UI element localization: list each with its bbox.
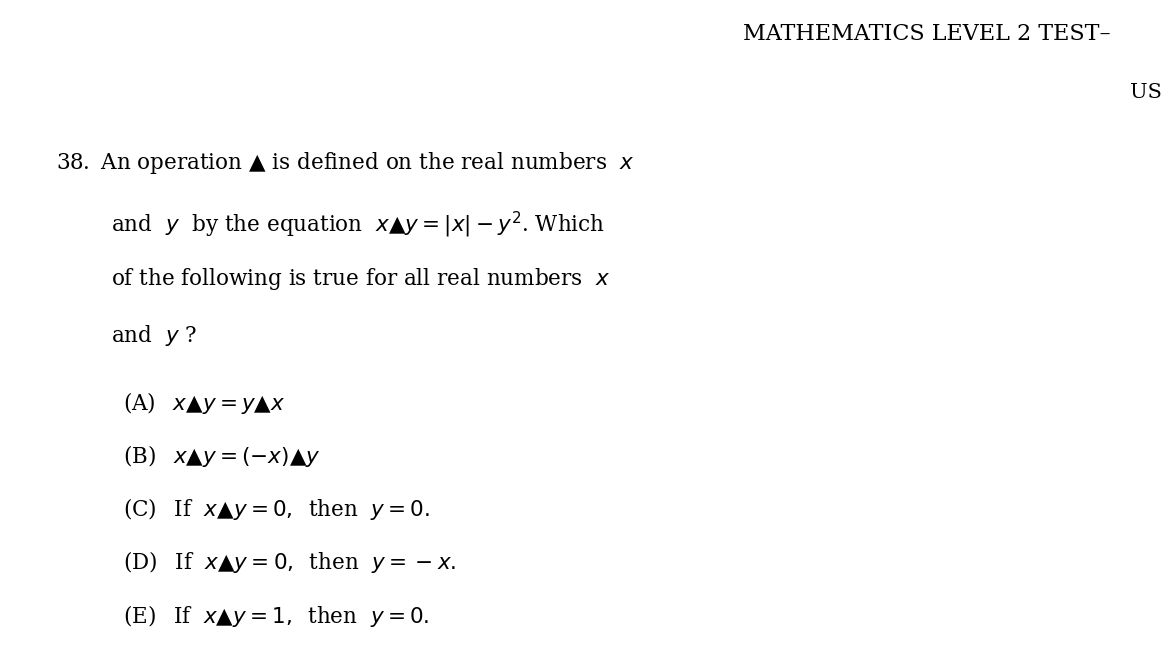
Text: (A)  $x$▲$y = y$▲$x$: (A) $x$▲$y = y$▲$x$ bbox=[123, 390, 285, 416]
Text: (D)  If  $x$▲$y = 0,$  then  $y = -x.$: (D) If $x$▲$y = 0,$ then $y = -x.$ bbox=[123, 549, 456, 575]
Text: and  $y$ ?: and $y$ ? bbox=[111, 323, 198, 348]
Text: US: US bbox=[1130, 83, 1162, 103]
Text: (E)  If  $x$▲$y = 1,$  then  $y = 0.$: (E) If $x$▲$y = 1,$ then $y = 0.$ bbox=[123, 603, 429, 629]
Text: (C)  If  $x$▲$y = 0,$  then  $y = 0.$: (C) If $x$▲$y = 0,$ then $y = 0.$ bbox=[123, 496, 431, 522]
Text: and  $y$  by the equation  $x$▲$y = |x| - y^2$. Which: and $y$ by the equation $x$▲$y = |x| - y… bbox=[111, 210, 605, 240]
Text: MATHEMATICS LEVEL 2 TEST–: MATHEMATICS LEVEL 2 TEST– bbox=[743, 23, 1110, 45]
Text: 38. An operation ▲ is defined on the real numbers  $x$: 38. An operation ▲ is defined on the rea… bbox=[56, 150, 635, 176]
Text: of the following is true for all real numbers  $x$: of the following is true for all real nu… bbox=[111, 266, 611, 292]
Text: (B)  $x$▲$y = (-x)$▲$y$: (B) $x$▲$y = (-x)$▲$y$ bbox=[123, 443, 321, 469]
